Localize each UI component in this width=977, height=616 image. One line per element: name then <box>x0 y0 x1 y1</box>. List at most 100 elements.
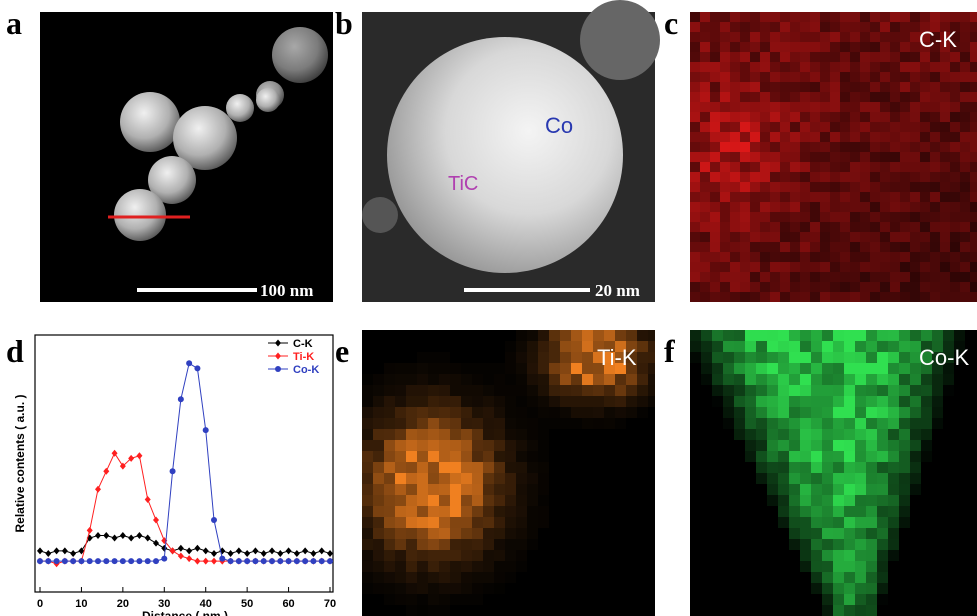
map-pixel <box>637 407 648 418</box>
map-pixel <box>820 242 830 252</box>
map-pixel <box>750 52 760 62</box>
map-pixel <box>710 292 720 302</box>
map-pixel <box>930 132 940 142</box>
marker <box>128 558 134 564</box>
map-pixel <box>439 572 450 583</box>
map-pixel <box>890 122 900 132</box>
map-pixel <box>723 330 734 341</box>
map-pixel <box>810 272 820 282</box>
map-pixel <box>850 142 860 152</box>
map-pixel <box>428 440 439 451</box>
map-pixel <box>710 112 720 122</box>
map-pixel <box>723 341 734 352</box>
map-pixel <box>811 374 822 385</box>
map-pixel <box>395 451 406 462</box>
map-pixel <box>428 506 439 517</box>
map-pixel <box>604 418 615 429</box>
map-pixel <box>770 132 780 142</box>
map-pixel <box>648 396 655 407</box>
map-pixel <box>820 252 830 262</box>
map-pixel <box>910 418 921 429</box>
map-pixel <box>770 162 780 172</box>
map-pixel <box>810 72 820 82</box>
map-pixel <box>970 212 977 222</box>
map-pixel <box>362 561 373 572</box>
map-pixel <box>538 330 549 341</box>
map-pixel <box>960 102 970 112</box>
map-pixel <box>778 484 789 495</box>
map-pixel <box>720 122 730 132</box>
marker <box>294 550 300 557</box>
map-pixel <box>789 363 800 374</box>
map-pixel <box>362 374 373 385</box>
map-pixel <box>417 462 428 473</box>
map-pixel <box>890 292 900 302</box>
map-pixel <box>833 539 844 550</box>
map-pixel <box>384 418 395 429</box>
map-pixel <box>780 162 790 172</box>
map-pixel <box>960 202 970 212</box>
map-pixel <box>494 451 505 462</box>
map-pixel <box>710 272 720 282</box>
map-pixel <box>880 172 890 182</box>
map-pixel <box>830 72 840 82</box>
map-pixel <box>920 112 930 122</box>
map-pixel <box>820 262 830 272</box>
map-pixel <box>395 429 406 440</box>
marker <box>186 360 192 366</box>
map-pixel <box>950 282 960 292</box>
map-pixel <box>516 462 527 473</box>
map-pixel <box>970 62 977 72</box>
map-pixel <box>730 12 740 22</box>
map-pixel <box>800 252 810 262</box>
map-pixel <box>866 363 877 374</box>
map-pixel <box>373 418 384 429</box>
map-pixel <box>950 112 960 122</box>
map-pixel <box>767 429 778 440</box>
map-pixel <box>820 12 830 22</box>
map-pixel <box>844 605 855 616</box>
map-pixel <box>855 561 866 572</box>
annotation: TiC <box>448 173 478 195</box>
map-pixel <box>822 572 833 583</box>
map-pixel <box>373 429 384 440</box>
map-pixel <box>527 385 538 396</box>
map-pixel <box>395 363 406 374</box>
map-pixel <box>516 550 527 561</box>
map-pixel <box>900 202 910 212</box>
map-pixel <box>930 262 940 272</box>
map-pixel <box>690 222 700 232</box>
map-pixel <box>428 363 439 374</box>
map-pixel <box>900 282 910 292</box>
map-pixel <box>820 142 830 152</box>
map-pixel <box>970 12 977 22</box>
map-pixel <box>833 451 844 462</box>
map-pixel <box>880 262 890 272</box>
map-pixel <box>756 341 767 352</box>
map-pixel <box>362 440 373 451</box>
marker <box>161 545 167 552</box>
map-pixel <box>740 172 750 182</box>
map-pixel <box>760 152 770 162</box>
map-pixel <box>820 22 830 32</box>
map-pixel <box>750 132 760 142</box>
marker <box>194 558 200 565</box>
map-pixel <box>880 102 890 112</box>
map-pixel <box>822 374 833 385</box>
map-pixel <box>450 561 461 572</box>
map-pixel <box>811 473 822 484</box>
map-pixel <box>970 142 977 152</box>
marker <box>211 550 217 557</box>
map-pixel <box>494 363 505 374</box>
map-pixel <box>820 102 830 112</box>
map-pixel <box>527 539 538 550</box>
map-pixel <box>516 352 527 363</box>
map-pixel <box>780 262 790 272</box>
map-pixel <box>395 407 406 418</box>
map-pixel <box>850 282 860 292</box>
map-pixel <box>850 292 860 302</box>
map-pixel <box>870 242 880 252</box>
map-pixel <box>760 252 770 262</box>
map-pixel <box>900 292 910 302</box>
map-pixel <box>833 418 844 429</box>
